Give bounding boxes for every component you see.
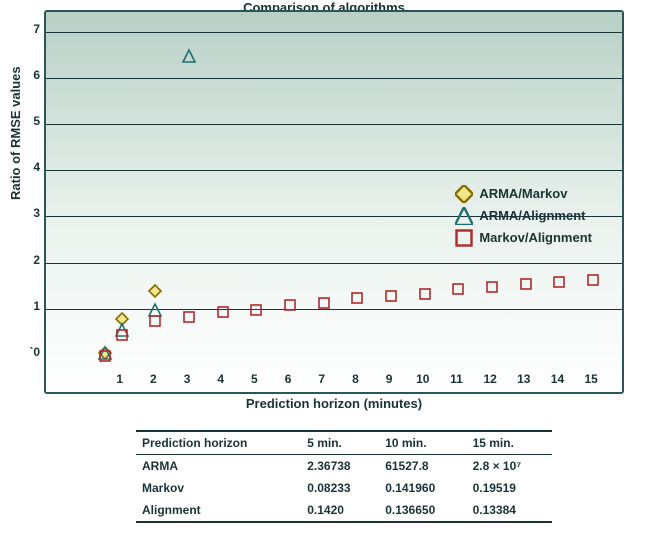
data-point xyxy=(250,303,262,315)
table-header: 15 min. xyxy=(467,431,552,455)
table-row: ARMA2.3673861527.82.8 × 10⁷ xyxy=(136,455,552,478)
x-tick: 1 xyxy=(105,372,135,386)
data-point xyxy=(452,282,464,294)
data-point xyxy=(116,312,128,324)
grid-line xyxy=(46,124,622,125)
x-axis-label: Prediction horizon (minutes) xyxy=(44,396,624,411)
table-cell: Markov xyxy=(136,477,301,499)
legend-item: ARMA/Alignment xyxy=(455,204,592,226)
y-tick: 3 xyxy=(0,206,40,220)
data-point xyxy=(149,303,161,315)
table-header: 5 min. xyxy=(301,431,379,455)
data-point xyxy=(385,289,397,301)
legend-item: ARMA/Markov xyxy=(455,182,592,204)
y-tick: `0 xyxy=(0,345,40,359)
table-header: Prediction horizon xyxy=(136,431,301,455)
y-tick: 2 xyxy=(0,253,40,267)
x-tick: 2 xyxy=(138,372,168,386)
x-tick: 11 xyxy=(441,372,471,386)
table-cell: 0.13384 xyxy=(467,499,552,522)
x-tick: 4 xyxy=(206,372,236,386)
x-tick: 14 xyxy=(542,372,572,386)
table-cell: 61527.8 xyxy=(379,455,466,478)
data-point xyxy=(520,277,532,289)
grid-line xyxy=(46,263,622,264)
y-tick: 1 xyxy=(0,299,40,313)
legend-marker-icon xyxy=(455,185,473,201)
legend: ARMA/Markov ARMA/Alignment Markov/Alignmen… xyxy=(455,182,592,248)
table-cell: ARMA xyxy=(136,455,301,478)
data-point xyxy=(183,310,195,322)
data-point xyxy=(116,328,128,340)
y-tick: 6 xyxy=(0,68,40,82)
data-point xyxy=(149,314,161,326)
table-row: Alignment0.14200.1366500.13384 xyxy=(136,499,552,522)
legend-label: ARMA/Alignment xyxy=(479,208,585,223)
table-cell: 0.136650 xyxy=(379,499,466,522)
x-tick: 12 xyxy=(475,372,505,386)
data-point xyxy=(419,287,431,299)
legend-label: Markov/Alignment xyxy=(479,230,592,245)
data-point xyxy=(486,280,498,292)
plot-area: ARMA/Markov ARMA/Alignment Markov/Alignmen… xyxy=(46,12,622,392)
table: Prediction horizon5 min.10 min.15 min.AR… xyxy=(136,430,552,523)
table-header: 10 min. xyxy=(379,431,466,455)
y-tick: 7 xyxy=(0,22,40,36)
x-tick: 7 xyxy=(307,372,337,386)
grid-line xyxy=(46,32,622,33)
x-tick: 9 xyxy=(374,372,404,386)
x-tick: 13 xyxy=(509,372,539,386)
legend-label: ARMA/Markov xyxy=(479,186,567,201)
data-point xyxy=(99,349,111,361)
table-cell: 0.19519 xyxy=(467,477,552,499)
grid-line xyxy=(46,170,622,171)
x-tick: 6 xyxy=(273,372,303,386)
results-table: Prediction horizon5 min.10 min.15 min.AR… xyxy=(136,430,552,523)
y-tick: 5 xyxy=(0,114,40,128)
data-point xyxy=(587,273,599,285)
legend-item: Markov/Alignment xyxy=(455,226,592,248)
data-point xyxy=(217,305,229,317)
x-tick: 3 xyxy=(172,372,202,386)
data-point xyxy=(183,49,195,61)
y-axis-label: Ratio of RMSE values xyxy=(8,66,23,200)
table-cell: 2.36738 xyxy=(301,455,379,478)
table-cell: Alignment xyxy=(136,499,301,522)
table-cell: 0.141960 xyxy=(379,477,466,499)
chart-frame: ARMA/Markov ARMA/Alignment Markov/Alignmen… xyxy=(44,10,624,394)
x-tick: 8 xyxy=(340,372,370,386)
table-cell: 0.08233 xyxy=(301,477,379,499)
data-point xyxy=(284,298,296,310)
y-tick: 4 xyxy=(0,160,40,174)
table-row: Markov0.082330.1419600.19519 xyxy=(136,477,552,499)
data-point xyxy=(553,275,565,287)
legend-marker-icon xyxy=(455,229,473,245)
x-tick: 15 xyxy=(576,372,606,386)
data-point xyxy=(149,284,161,296)
data-point xyxy=(351,291,363,303)
x-tick: 10 xyxy=(408,372,438,386)
data-point xyxy=(318,296,330,308)
table-cell: 0.1420 xyxy=(301,499,379,522)
x-tick: 5 xyxy=(239,372,269,386)
legend-marker-icon xyxy=(455,207,473,223)
grid-line xyxy=(46,78,622,79)
grid-line xyxy=(46,309,622,310)
table-cell: 2.8 × 10⁷ xyxy=(467,455,552,478)
